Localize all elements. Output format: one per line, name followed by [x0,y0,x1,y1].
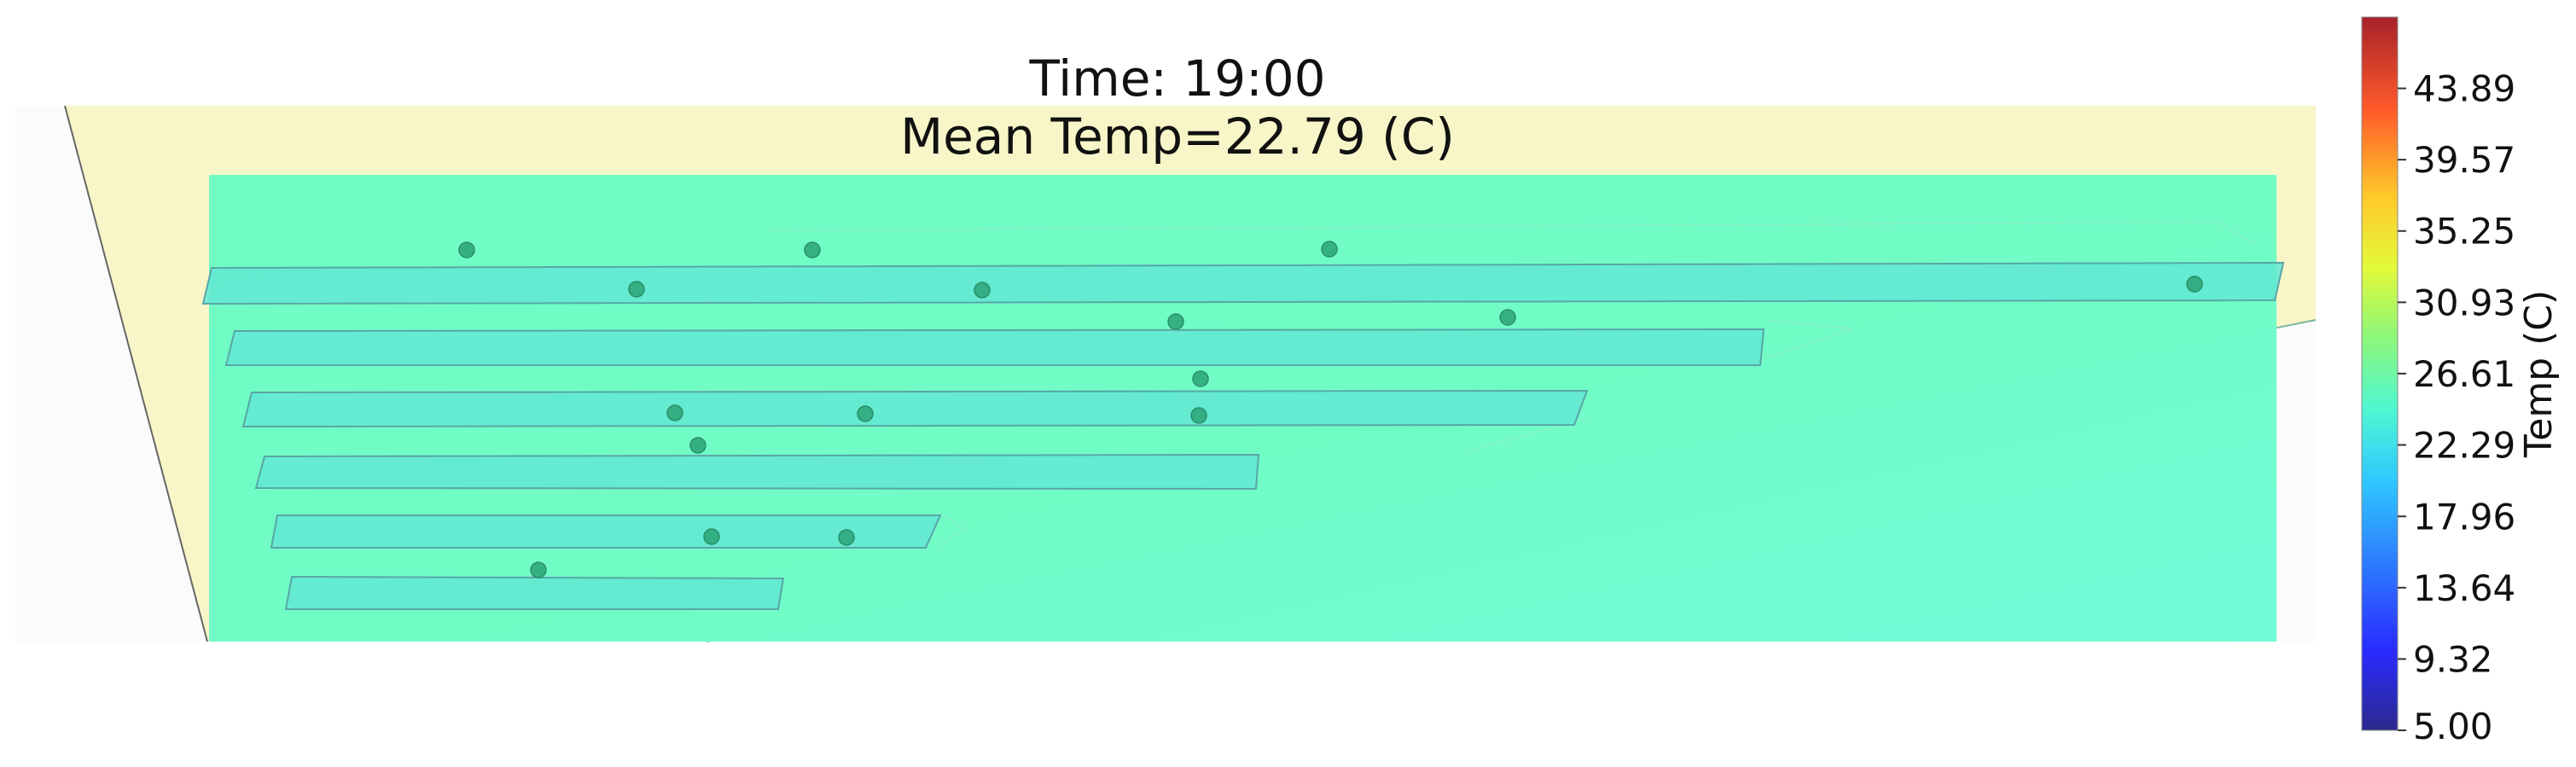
bench-5 [270,514,942,549]
bench-2 [224,328,1765,366]
contour-line-1 [767,221,2253,244]
colorbar-tick-label-6: 30.93 [2413,282,2515,323]
contour-line-2 [1765,319,1852,359]
sensor-6 [2186,276,2203,293]
sensor-5 [974,282,991,299]
colorbar-tick-label-8: 39.57 [2413,139,2515,181]
colorbar-tick-label-2: 13.64 [2413,567,2515,609]
sensor-12 [1190,407,1207,424]
room-outline-left-edge [64,105,208,642]
chart-title-mean-temp: Mean Temp=22.79 (C) [900,107,1455,166]
contour-lines [767,221,2253,547]
sensor-10 [666,404,683,421]
colorbar-tick-label-0: 5.00 [2413,706,2493,747]
bench-3 [241,389,1589,428]
sensor-4 [628,281,645,298]
colorbar-tick-label-9: 43.89 [2413,68,2515,110]
sensor-8 [1499,309,1516,326]
benches [201,261,2285,610]
colorbar-tick-label-5: 26.61 [2413,353,2515,395]
colorbar-label: Temp (C) [2517,290,2561,458]
contour-line-4 [938,511,966,547]
sensor-2 [804,241,821,259]
sensor-16 [530,561,547,578]
colorbar-tick-label-7: 35.25 [2413,211,2515,253]
colorbar-tick-label-3: 17.96 [2413,496,2515,537]
sensor-1 [458,241,475,259]
sensor-14 [703,528,720,545]
colorbar [2361,16,2399,731]
sensor-7 [1167,313,1184,330]
sensor-13 [689,437,707,454]
colorbar-tick-label-1: 9.32 [2413,638,2493,680]
bench-1 [201,261,2285,305]
sensor-9 [1192,370,1209,387]
sensor-15 [838,529,855,546]
bench-4 [254,453,1260,491]
chart-title-time: Time: 19:00 [1028,49,1325,107]
colorbar-ticks: 5.00 9.32 13.64 17.96 22.29 26.61 30.93 35.25 39… [2398,68,2515,747]
sensor-11 [857,405,874,422]
sensors [458,241,2203,578]
colorbar-tick-label-4: 22.29 [2413,424,2515,466]
bench-6 [284,575,785,610]
sensor-3 [1321,241,1338,258]
contour-line-3 [1467,417,1588,453]
